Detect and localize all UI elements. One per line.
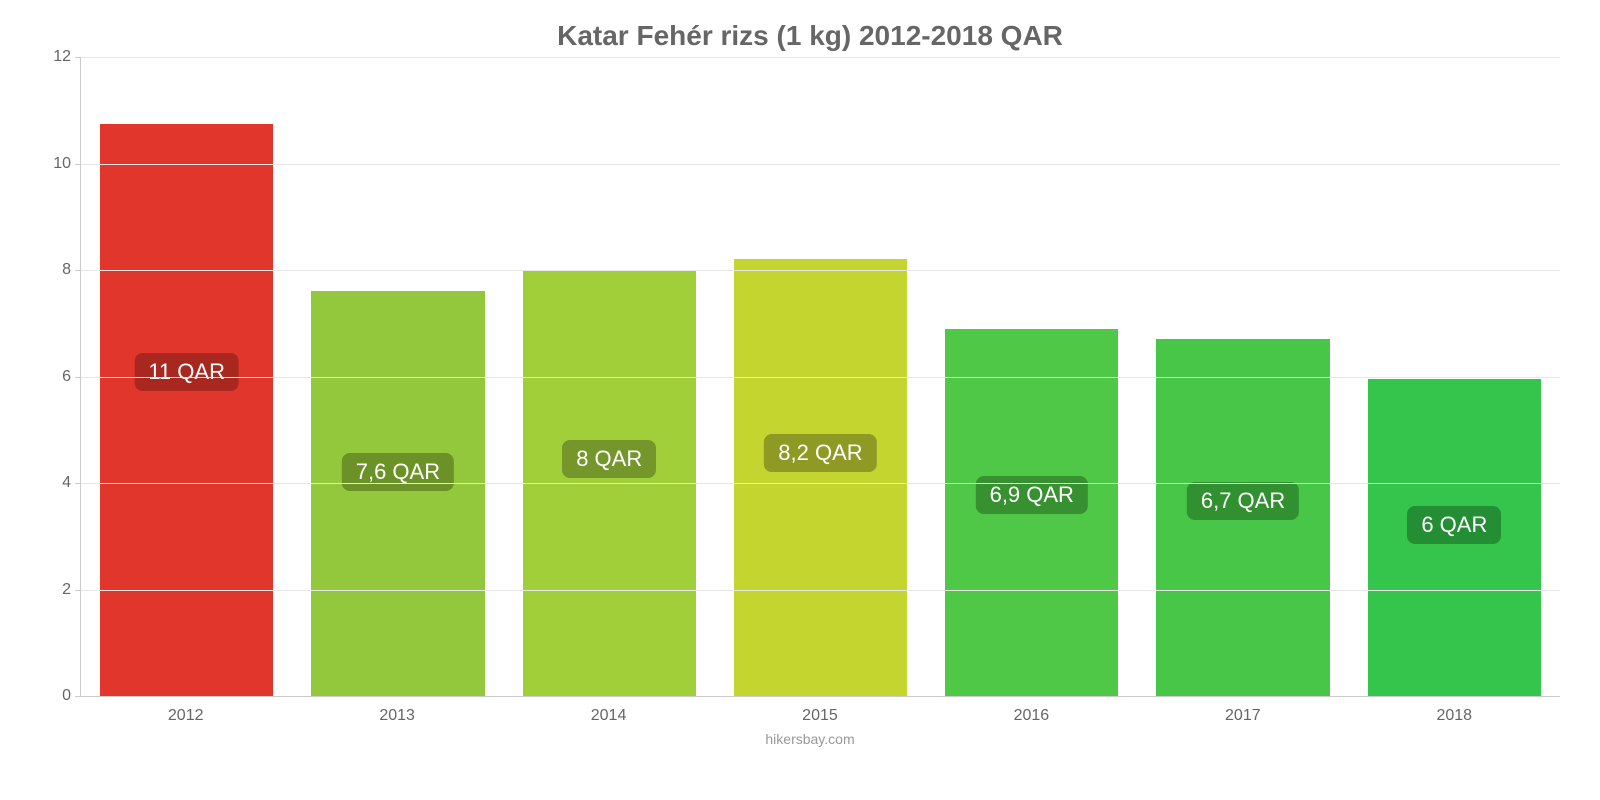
plot-area: 11 QAR 7,6 QAR 8 QAR 8,2 QAR 6,9 QAR 6,7 QAR 6… xyxy=(80,57,1560,697)
bar: 6 QAR xyxy=(1368,379,1541,696)
gridline xyxy=(81,483,1560,484)
chart-title: Katar Fehér rizs (1 kg) 2012-2018 QAR xyxy=(60,20,1560,52)
ytick-mark xyxy=(75,696,81,697)
ytick-mark xyxy=(75,483,81,484)
ytick-mark xyxy=(75,164,81,165)
gridline xyxy=(81,377,1560,378)
bar-value-label: 6,9 QAR xyxy=(976,476,1088,514)
ytick-mark xyxy=(75,57,81,58)
bar: 11 QAR xyxy=(100,124,273,696)
xtick-label: 2018 xyxy=(1349,697,1560,725)
gridline xyxy=(81,270,1560,271)
bar: 6,9 QAR xyxy=(945,329,1118,696)
bar: 8,2 QAR xyxy=(734,259,907,696)
gridline xyxy=(81,164,1560,165)
xtick-label: 2012 xyxy=(80,697,291,725)
bar-value-label: 6 QAR xyxy=(1407,506,1501,544)
bar-value-label: 8 QAR xyxy=(562,440,656,478)
bar-value-label: 11 QAR xyxy=(134,353,239,391)
gridline xyxy=(81,590,1560,591)
xtick-label: 2017 xyxy=(1137,697,1348,725)
xtick-label: 2014 xyxy=(503,697,714,725)
ytick-mark xyxy=(75,590,81,591)
ytick-mark xyxy=(75,377,81,378)
bar-value-label: 8,2 QAR xyxy=(764,434,876,472)
xtick-label: 2015 xyxy=(714,697,925,725)
bar-value-label: 6,7 QAR xyxy=(1187,482,1299,520)
bar-value-label: 7,6 QAR xyxy=(342,453,454,491)
bar: 6,7 QAR xyxy=(1156,339,1329,696)
xtick-label: 2016 xyxy=(926,697,1137,725)
xtick-label: 2013 xyxy=(291,697,502,725)
attribution-text: hikersbay.com xyxy=(60,731,1560,747)
chart-container: Katar Fehér rizs (1 kg) 2012-2018 QAR 11… xyxy=(0,0,1600,800)
bar: 7,6 QAR xyxy=(311,291,484,696)
x-axis: 2012201320142015201620172018 xyxy=(80,697,1560,725)
gridline xyxy=(81,57,1560,58)
ytick-mark xyxy=(75,270,81,271)
